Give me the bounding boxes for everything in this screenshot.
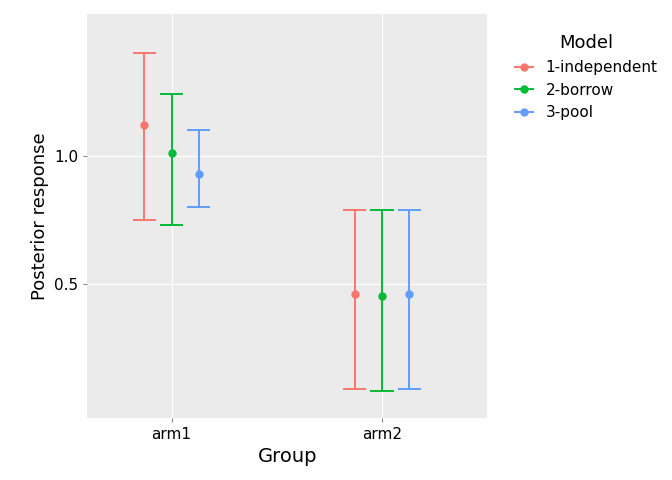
Legend: 1-independent, 2-borrow, 3-pool: 1-independent, 2-borrow, 3-pool	[503, 22, 670, 132]
X-axis label: Group: Group	[257, 447, 317, 466]
Y-axis label: Posterior response: Posterior response	[31, 132, 48, 300]
